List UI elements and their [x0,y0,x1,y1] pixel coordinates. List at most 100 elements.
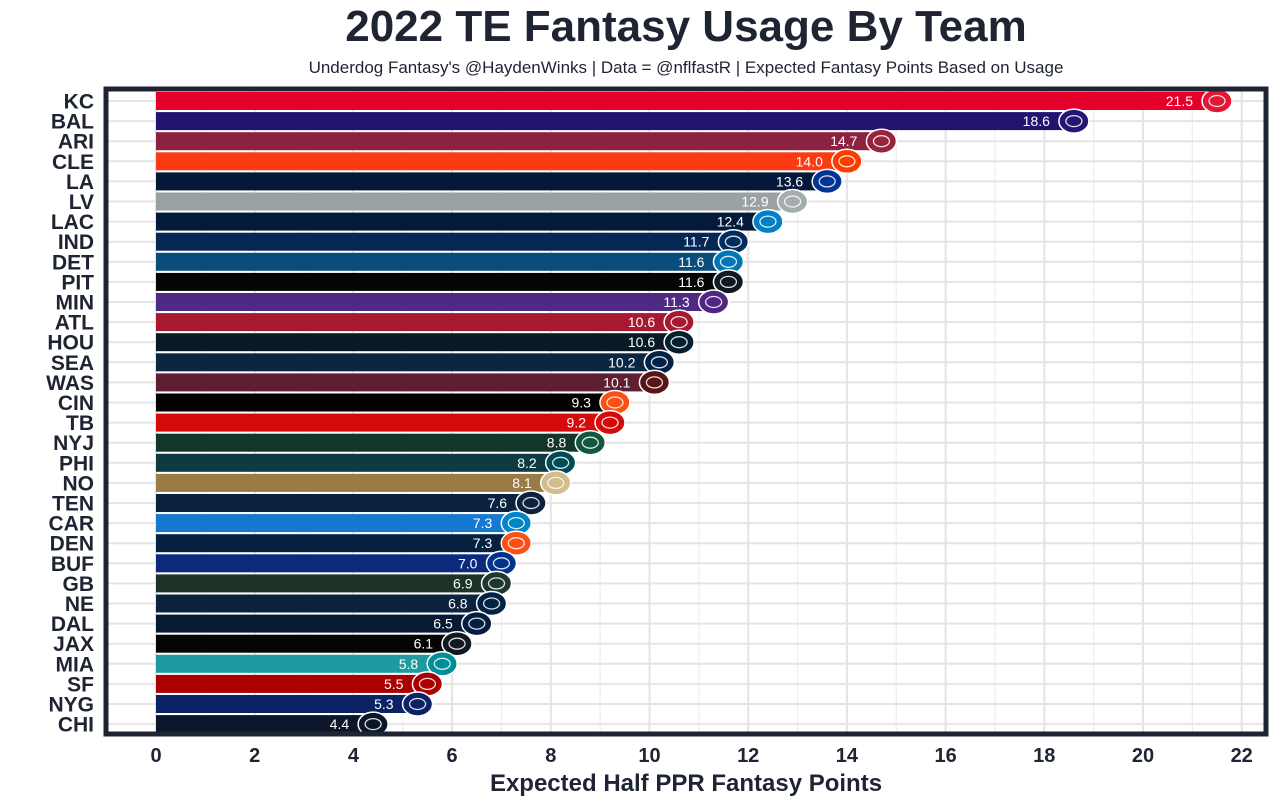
team-logo-ari-icon [865,128,898,154]
value-label: 11.7 [683,234,709,250]
y-tick-label: NYG [48,694,94,717]
value-label: 5.8 [399,656,419,672]
team-logo-jax-icon [441,630,473,657]
bar-was [156,373,655,392]
y-tick-label: TB [66,412,94,435]
x-tick-label: 20 [1132,745,1154,767]
bar-lv [156,192,793,211]
bar-pit [156,272,729,291]
y-tick-label: BUF [51,553,94,576]
bar-nyg [156,695,418,713]
bar-det [156,252,729,271]
value-label: 10.2 [608,354,635,370]
bar-nyj [156,433,591,452]
team-logo-kc-icon [1201,88,1233,114]
team-logo-mia-icon [426,651,458,677]
bar-car [156,514,517,533]
bar-gb [156,574,497,593]
y-tick-label: CLE [52,151,94,174]
value-label: 8.8 [547,435,567,451]
team-logo-cin-icon [599,389,631,416]
bar-hou [156,333,680,352]
team-logo-hou-icon [663,329,695,355]
team-logo-buf-icon [485,550,518,577]
y-axis-tick-labels: KCBALARICLELALVLACINDDETPITMINATLHOUSEAW… [46,91,94,737]
y-tick-label: LAC [51,211,94,234]
value-label: 14.7 [830,133,857,149]
team-logo-nyg-icon [401,691,434,717]
team-logo-was-icon [638,369,671,396]
y-tick-label: PHI [59,452,94,475]
x-tick-label: 12 [737,745,759,767]
x-tick-label: 10 [638,745,660,767]
x-tick-label: 14 [836,745,859,767]
y-tick-label: JAX [53,633,94,656]
bar-ten [156,494,532,512]
x-tick-label: 22 [1231,745,1253,767]
y-tick-label: TEN [52,493,94,516]
bar-buf [156,554,502,573]
y-tick-label: SEA [51,352,94,375]
team-logo-nyj-icon [574,429,607,456]
value-label: 7.3 [473,535,493,551]
bar-mia [156,654,443,673]
value-label: 10.1 [603,374,630,390]
team-logo-den-icon [500,530,533,556]
team-logo-tb-icon [594,409,626,436]
bar-atl [156,313,680,332]
x-axis-label: Expected Half PPR Fantasy Points [490,770,882,797]
bar-ari [156,132,882,151]
bar-jax [156,634,458,653]
value-label: 14.0 [796,153,823,169]
value-label: 6.1 [414,636,434,652]
value-label: 12.4 [717,214,744,230]
value-label: 5.3 [374,696,394,712]
y-tick-label: KC [64,91,94,114]
y-tick-label: CHI [58,714,94,737]
y-tick-label: CIN [58,392,94,415]
bar-bal [156,112,1074,131]
team-logo-no-icon [539,470,572,496]
plot-frame [103,86,1269,737]
y-tick-label: ATL [55,312,94,335]
value-label: 6.8 [448,596,468,612]
y-tick-label: IND [58,231,94,254]
team-logo-ten-icon [515,490,547,516]
y-tick-label: DET [52,251,94,274]
value-label: 6.9 [453,575,473,591]
value-label: 7.6 [488,495,508,511]
value-label: 6.5 [433,616,453,632]
team-logo-bal-icon [1058,108,1090,134]
x-tick-label: 8 [545,745,556,767]
bar-den [156,534,517,553]
y-tick-label: NO [63,472,95,495]
bar-lac [156,212,768,231]
value-label: 11.6 [678,254,704,270]
team-logo-car-icon [500,510,533,536]
x-axis-tick-labels: 0 2 4 6 8 10 12 14 16 18 20 22 [150,745,1252,767]
value-label: 9.3 [571,395,591,411]
team-logo-phi-icon [544,450,577,476]
team-logo-pit-icon [712,269,745,295]
y-tick-label: NE [65,593,94,616]
chart-title: 2022 TE Fantasy Usage By Team [345,2,1027,51]
value-label: 5.5 [384,676,404,692]
x-tick-label: 4 [348,745,360,767]
bar-ne [156,594,492,613]
value-label: 18.6 [1023,113,1050,129]
bar-no [156,473,556,492]
team-logo-ne-icon [475,590,508,617]
x-tick-label: 16 [934,745,956,767]
value-label: 8.2 [517,455,537,471]
y-tick-label: LA [66,171,94,194]
team-logo-dal-icon [461,610,493,637]
y-tick-label: BAL [51,111,94,134]
y-tick-label: MIA [56,653,95,676]
y-tick-label: ARI [58,131,94,154]
bar-chi [156,715,374,734]
bar-cin [156,393,615,412]
bar-sea [156,353,660,372]
bar-tb [156,413,611,432]
y-tick-label: MIN [56,292,95,315]
